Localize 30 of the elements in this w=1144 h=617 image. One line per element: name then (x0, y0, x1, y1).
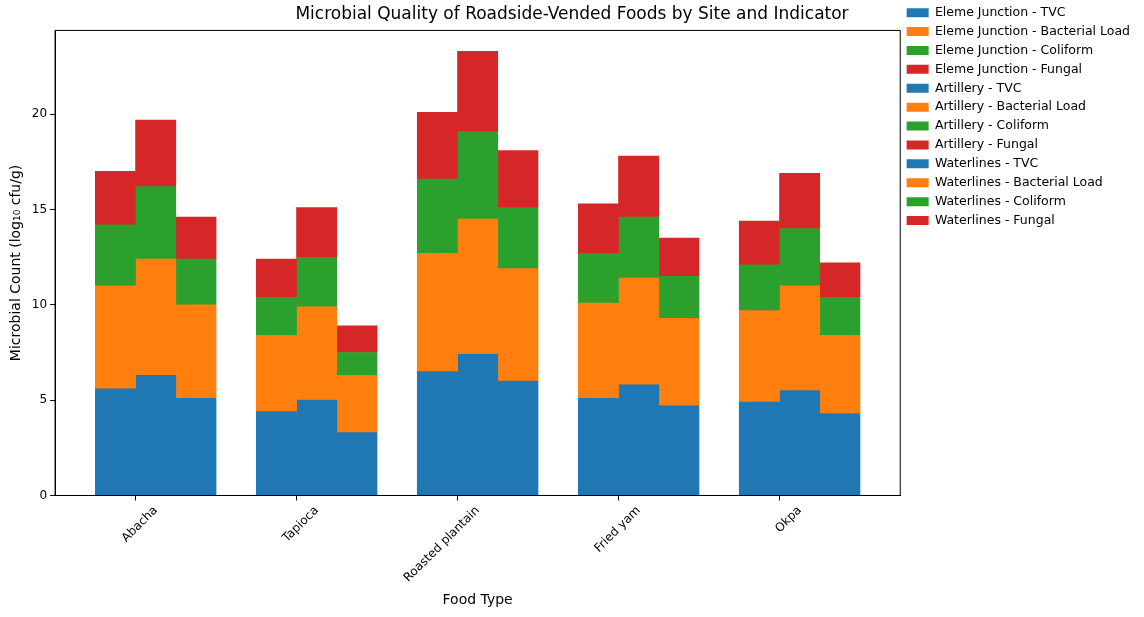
bar (819, 262, 861, 298)
bar (819, 296, 861, 336)
legend-label: Waterlines - Fungal (934, 211, 1055, 227)
legend-label: Eleme Junction - TVC (934, 3, 1066, 19)
legend-label: Waterlines - Coliform (934, 192, 1066, 208)
legend-label: Eleme Junction - Coliform (934, 41, 1094, 57)
legend-label: Waterlines - TVC (934, 155, 1039, 171)
legend-label: Artillery - Coliform (934, 117, 1050, 133)
bar (255, 258, 297, 298)
bar (296, 207, 338, 258)
y-tick-label: 5 (39, 392, 48, 407)
legend-label: Eleme Junction - Bacterial Load (934, 22, 1131, 38)
y-tick-label: 15 (31, 201, 48, 216)
legend-label: Eleme Junction - Fungal (934, 60, 1083, 76)
bar (336, 352, 378, 376)
legend-label: Artillery - Bacterial Load (934, 98, 1086, 114)
legend-label: Artillery - TVC (934, 79, 1022, 95)
y-tick-label: 10 (31, 297, 48, 311)
bar (175, 216, 217, 260)
y-axis-title: Microbial Count (log₁₀ cfu/g) (7, 164, 24, 362)
bar (175, 258, 217, 306)
x-axis-title: Food Type (442, 591, 513, 608)
bar (658, 237, 700, 277)
legend-label: Artillery - Fungal (934, 136, 1039, 152)
bar (497, 150, 539, 208)
chart-title: Microbial Quality of Roadside-Vended Foods by Site and Indicator (295, 2, 849, 23)
y-tick-label: 0 (39, 487, 48, 502)
legend-label: Waterlines - Bacterial Load (934, 174, 1103, 189)
bar (336, 325, 378, 353)
y-tick-label: 20 (31, 106, 48, 121)
